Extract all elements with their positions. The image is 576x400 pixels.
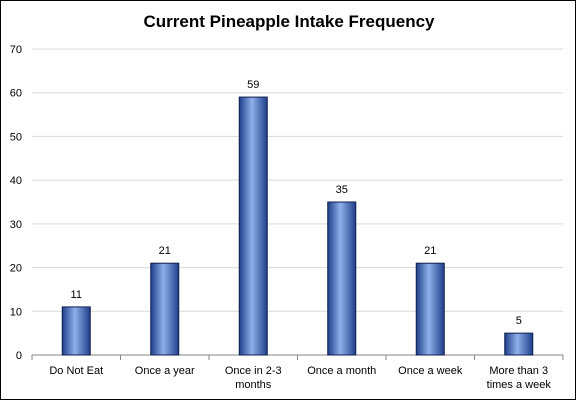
category-label: Once a month	[307, 365, 376, 377]
bar	[61, 306, 91, 356]
y-tick-label: 50	[10, 131, 22, 143]
y-tick-label: 70	[10, 44, 22, 56]
bar	[327, 201, 357, 356]
data-labels: 11 21 59 35 21 5	[71, 79, 522, 327]
bar	[238, 96, 268, 356]
y-tick-labels: 0 10 20 30 40 50 60 70	[10, 44, 22, 362]
data-label: 11	[71, 289, 82, 301]
bar	[150, 262, 180, 356]
chart-title: Current Pineapple Intake Frequency	[143, 12, 435, 31]
category-label: Once a week	[398, 365, 463, 377]
bar	[504, 332, 534, 356]
data-label: 59	[247, 79, 259, 91]
data-label: 5	[516, 315, 522, 327]
category-label: Once in 2-3 months	[225, 365, 282, 391]
bar	[415, 262, 445, 356]
data-label: 21	[159, 245, 171, 257]
axes	[31, 354, 564, 360]
y-tick-label: 30	[10, 219, 22, 231]
data-label: 21	[424, 245, 436, 257]
category-label: Do Not Eat	[49, 365, 103, 377]
y-tick-label: 60	[10, 88, 22, 100]
y-tick-label: 20	[10, 263, 22, 275]
y-tick-label: 40	[10, 175, 22, 187]
gridlines	[32, 48, 563, 312]
category-labels: Do Not Eat Once a year Once in 2-3 months On…	[49, 365, 551, 391]
category-label: More than 3 times a week	[487, 365, 552, 391]
bars	[61, 96, 534, 356]
data-label: 35	[336, 184, 348, 196]
y-tick-label: 0	[16, 350, 22, 362]
y-tick-label: 10	[10, 306, 22, 318]
category-label: Once a year	[135, 365, 195, 377]
